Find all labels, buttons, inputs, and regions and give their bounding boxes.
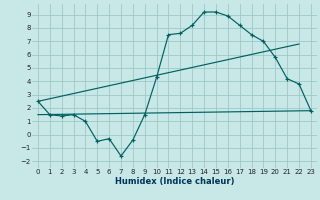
X-axis label: Humidex (Indice chaleur): Humidex (Indice chaleur) bbox=[115, 177, 234, 186]
